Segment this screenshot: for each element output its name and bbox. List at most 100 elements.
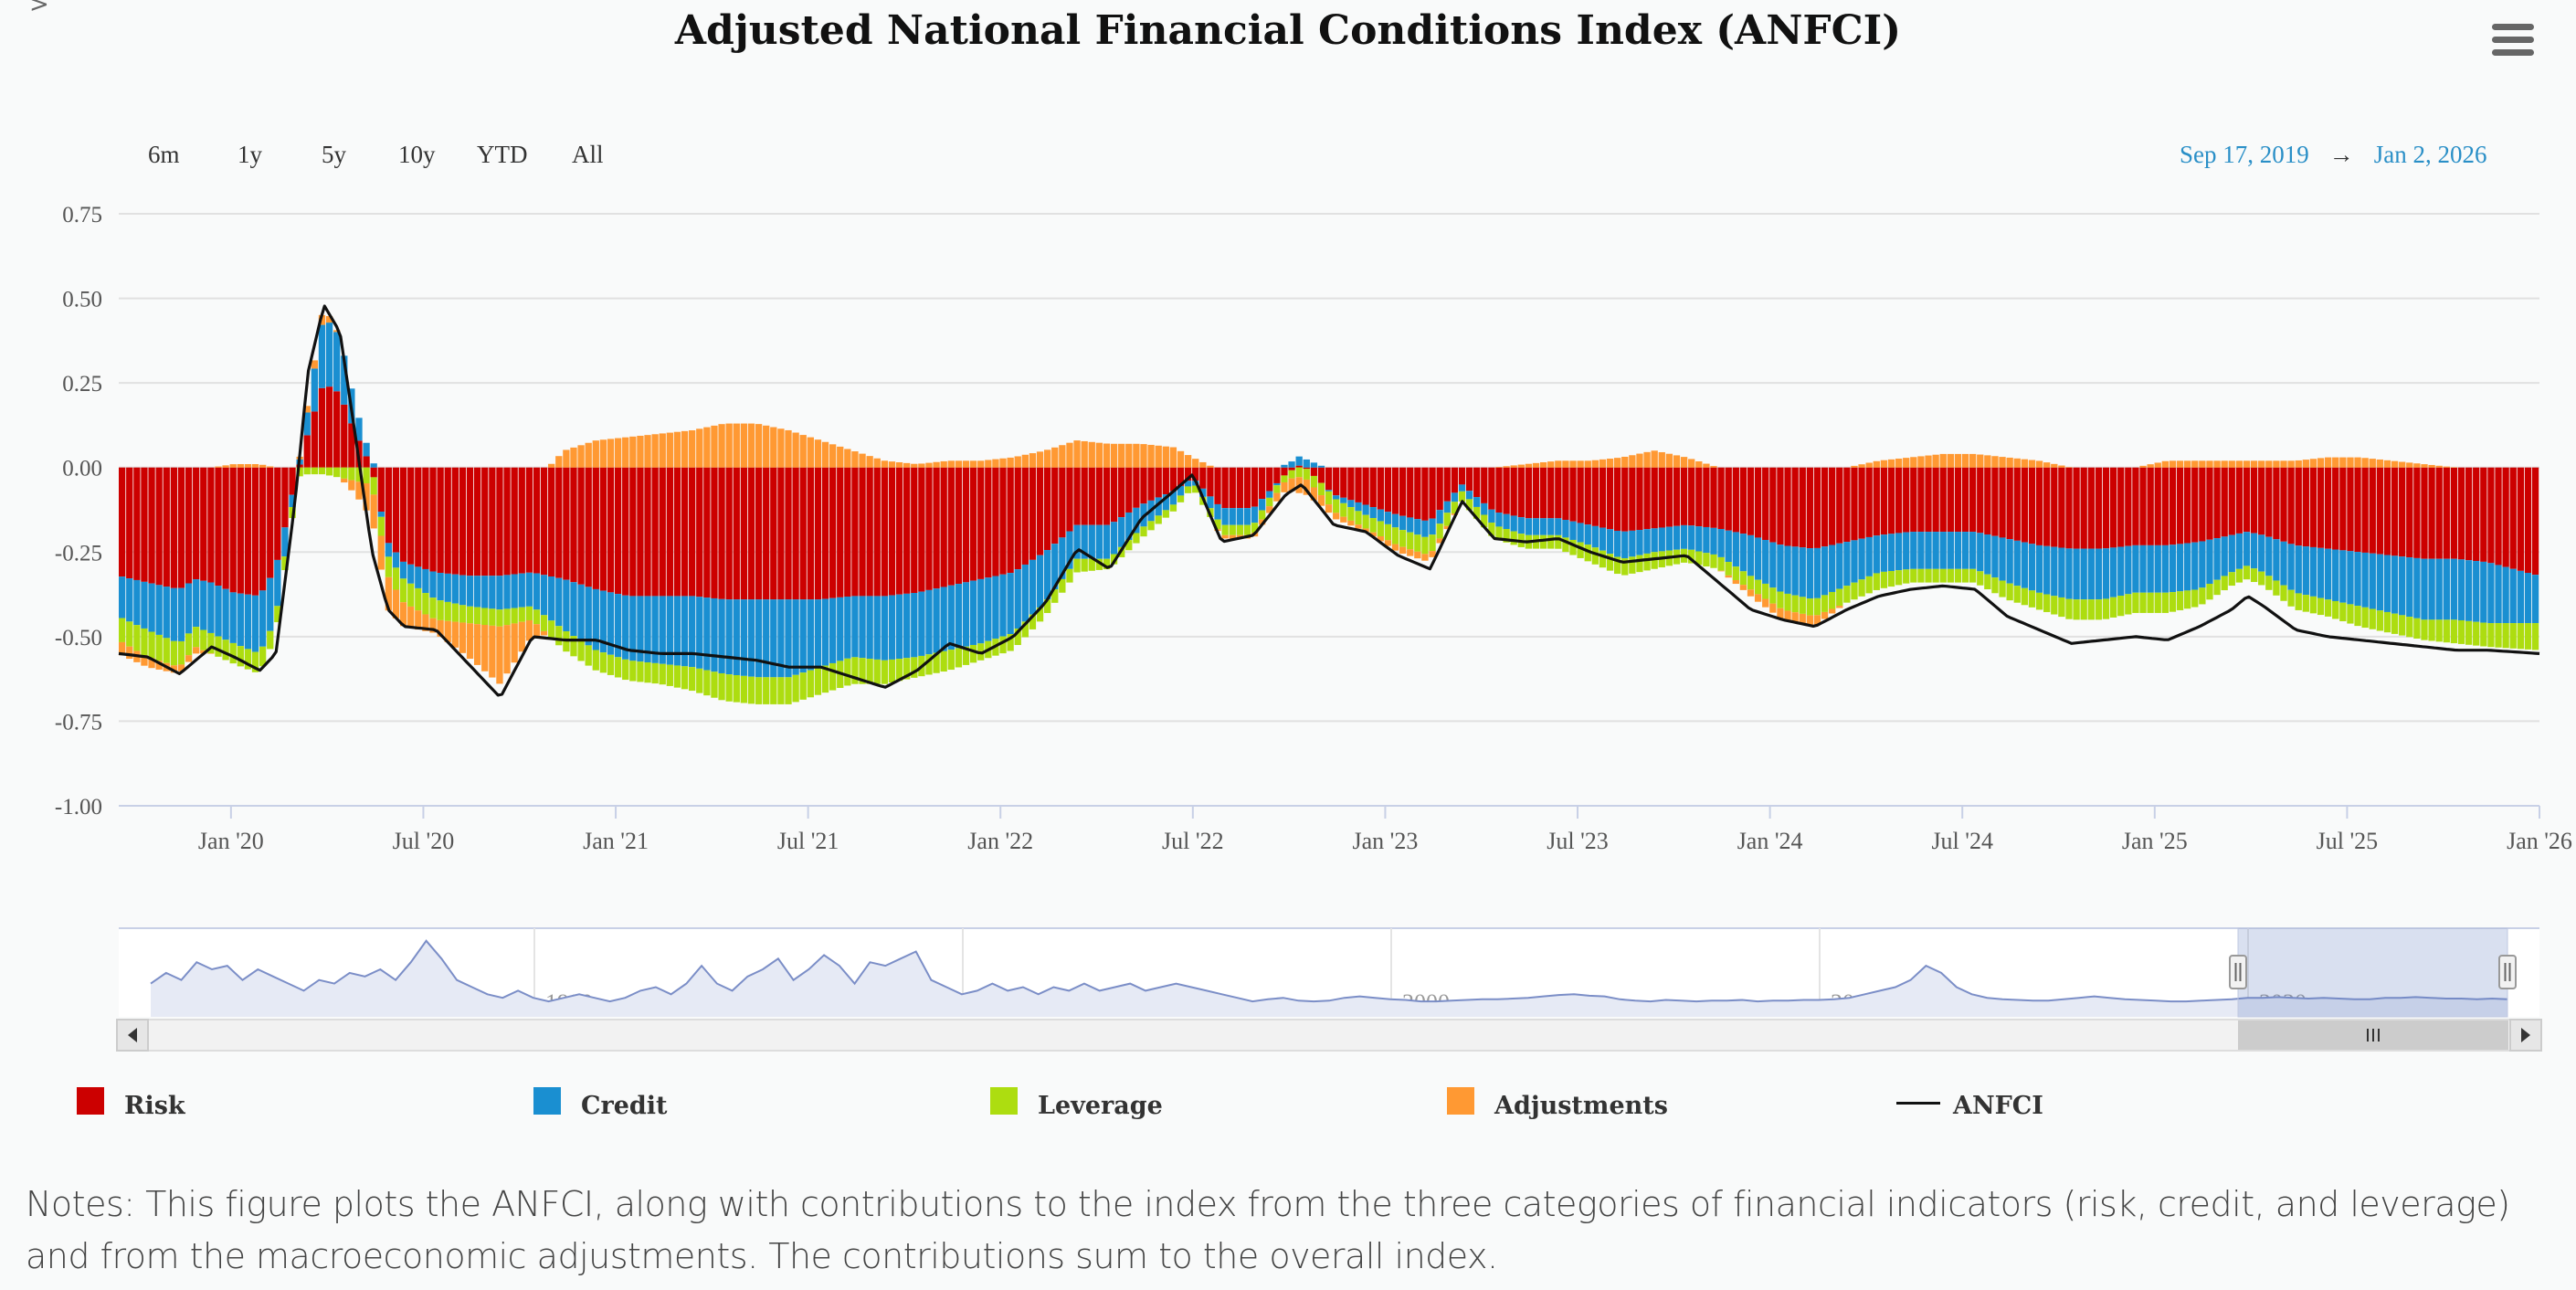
risk-swatch [77, 1087, 104, 1115]
bar-adj [525, 619, 533, 641]
bar-credit [2502, 566, 2509, 624]
bar-risk [1488, 467, 1495, 510]
bar-risk [1295, 465, 1303, 468]
bar-risk [837, 467, 844, 597]
date-from-input[interactable]: Sep 17, 2019 [2180, 141, 2309, 168]
bar-leverage [1051, 589, 1059, 603]
bar-risk [133, 467, 141, 580]
bar-credit [2383, 555, 2391, 612]
date-to-input[interactable]: Jan 2, 2026 [2373, 141, 2487, 168]
bar-credit [1266, 491, 1273, 498]
bar-risk [518, 467, 525, 574]
credit-swatch [533, 1087, 561, 1115]
bar-leverage [2132, 592, 2139, 613]
range-button-all[interactable]: All [572, 141, 604, 168]
bar-leverage [415, 587, 422, 611]
collapse-chevron-icon[interactable]: > [29, 0, 49, 18]
bar-risk [1214, 467, 1221, 504]
bar-adj [1636, 453, 1643, 468]
range-button-6m[interactable]: 6m [148, 141, 180, 168]
bar-leverage [1754, 579, 1762, 595]
bar-credit [1939, 532, 1947, 569]
range-button-1y[interactable]: 1y [238, 141, 262, 168]
bar-credit [1399, 515, 1407, 531]
bar-credit [2324, 548, 2332, 600]
bar-credit [969, 580, 977, 645]
range-button-ytd[interactable]: YTD [477, 141, 528, 168]
bar-risk [348, 423, 355, 468]
bar-adj [489, 625, 496, 678]
bar-risk [459, 467, 467, 576]
bar-adj [348, 480, 355, 491]
bar-risk [2095, 467, 2103, 549]
bar-leverage [437, 600, 444, 620]
range-button-5y[interactable]: 5y [322, 141, 346, 168]
bar-credit [666, 596, 673, 665]
bar-leverage [1429, 534, 1436, 552]
bar-leverage [2139, 592, 2147, 613]
bar-leverage [2058, 597, 2065, 618]
bar-risk [1961, 467, 1969, 533]
bar-adj [1088, 441, 1095, 468]
bar-risk [1569, 467, 1577, 522]
scroll-right-arrow-icon [2521, 1028, 2530, 1042]
bar-risk [1281, 467, 1288, 476]
bar-adj [1369, 532, 1377, 537]
bar-leverage [895, 659, 903, 682]
bar-credit [1333, 495, 1340, 500]
bar-leverage [1310, 475, 1318, 488]
bar-credit [392, 552, 400, 568]
bar-risk [1725, 467, 1732, 531]
bar-leverage [1162, 510, 1169, 518]
bar-credit [163, 587, 170, 639]
bar-adj [799, 435, 807, 468]
bar-leverage [2169, 592, 2177, 612]
bar-adj [237, 464, 244, 468]
bar-leverage [318, 467, 326, 475]
bar-risk [711, 467, 718, 598]
bar-leverage [911, 657, 918, 678]
bar-risk [2376, 467, 2384, 555]
bar-adj [925, 462, 933, 468]
bar-adj [844, 449, 851, 468]
bar-credit [1118, 517, 1125, 547]
bar-leverage [1421, 536, 1429, 555]
bar-adj [644, 435, 651, 468]
bar-adj [1414, 551, 1421, 559]
bar-adj [318, 314, 326, 325]
bar-risk [2021, 467, 2029, 543]
bar-credit [629, 596, 637, 661]
bar-adj [918, 463, 925, 468]
bar-credit [1169, 491, 1177, 505]
bar-credit [259, 590, 267, 647]
bar-adj [2006, 457, 2013, 468]
bar-adj [1584, 460, 1591, 468]
bar-adj [755, 424, 763, 468]
bar-leverage [681, 666, 689, 690]
bar-leverage [703, 670, 711, 696]
bar-leverage [1259, 510, 1266, 520]
bar-leverage [1599, 550, 1607, 568]
bar-risk [2457, 467, 2465, 560]
bar-adj [1799, 613, 1806, 624]
bar-leverage [2125, 594, 2132, 615]
bar-credit [2087, 548, 2095, 600]
bar-credit [1495, 513, 1503, 527]
bar-credit [148, 583, 155, 632]
bar-leverage [1577, 542, 1584, 558]
bar-credit [955, 584, 963, 649]
navigator-area [151, 940, 2507, 1017]
bar-risk [2524, 467, 2532, 573]
bar-credit [2517, 570, 2524, 624]
bar-leverage [859, 658, 866, 684]
bar-risk [548, 467, 555, 576]
bar-leverage [2021, 587, 2029, 606]
bar-credit [207, 582, 215, 633]
hamburger-menu-icon[interactable] [2492, 24, 2534, 60]
bar-leverage [2509, 623, 2517, 649]
bar-credit [2006, 539, 2013, 584]
bar-credit [829, 597, 837, 663]
bar-credit [1925, 532, 1932, 569]
bar-leverage [274, 606, 281, 623]
range-button-10y[interactable]: 10y [398, 141, 436, 168]
